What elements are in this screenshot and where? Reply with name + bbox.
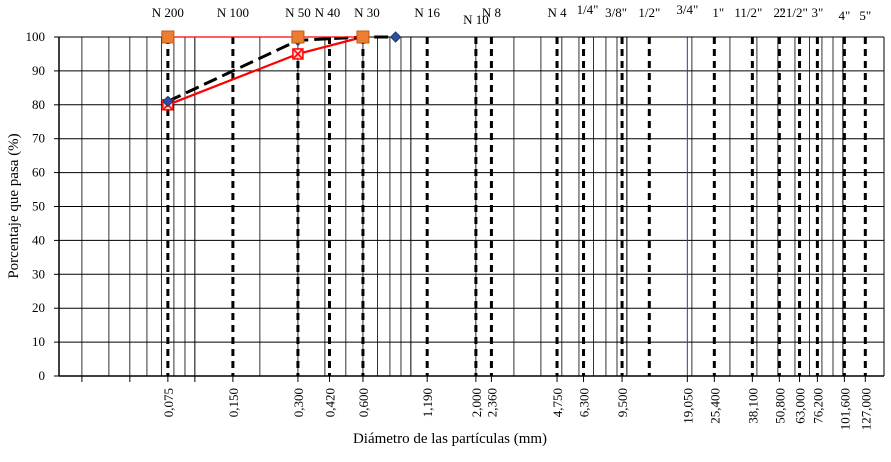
y-tick-label: 100 [26, 29, 46, 44]
sieve-label: N 200 [152, 5, 184, 20]
diamond-marker [389, 31, 402, 43]
x-tick-label: 101,600 [837, 388, 852, 430]
y-tick-label: 90 [32, 63, 45, 78]
y-tick-label: 0 [39, 368, 46, 383]
sieve-label: 1/4" [577, 2, 599, 17]
y-tick-label: 70 [32, 131, 45, 146]
x-tick-label: 0,420 [322, 388, 337, 417]
x-tick-label: 6,300 [577, 388, 592, 417]
sieve-lines-layer [166, 37, 867, 376]
series-layer [161, 30, 402, 111]
sieve-label: 2" [773, 5, 785, 20]
sieve-label: 21/2" [779, 5, 807, 20]
sieve-label: 1/2" [638, 5, 660, 20]
y-tick-label: 50 [32, 199, 45, 214]
y-tick-label: 10 [32, 334, 45, 349]
sieve-label: 3" [811, 5, 823, 20]
x-tick-label: 0,150 [226, 388, 241, 417]
sieve-label: N 4 [547, 5, 567, 20]
sieve-label: N 16 [414, 5, 440, 20]
square-x-marker [292, 48, 304, 60]
y-tick-label: 80 [32, 97, 45, 112]
sieve-label: 4" [838, 8, 850, 23]
x-tick-label: 9,500 [615, 388, 630, 417]
x-axis-title: Diámetro de las partículas (mm) [353, 431, 547, 447]
sieve-label: 11/2" [734, 5, 762, 20]
sieve-label: N 8 [482, 5, 501, 20]
y-tick-label: 30 [32, 266, 45, 281]
x-tick-label: 0,600 [356, 388, 371, 417]
x-tick-label: 25,400 [707, 388, 722, 424]
orange-square-marker [291, 30, 305, 44]
x-tick-label: 0,300 [291, 388, 306, 417]
x-tick-label: 63,000 [793, 388, 808, 424]
sieve-label: N 10 [463, 12, 489, 27]
sieve-label: N 50 [285, 5, 311, 20]
y-tick-label: 40 [32, 232, 45, 247]
sieve-label: N 40 [315, 5, 341, 20]
grid-layer [59, 36, 884, 377]
sieve-label: 5" [859, 8, 871, 23]
x-tick-label: 19,050 [680, 388, 695, 424]
x-tick-label: 2,000 [469, 388, 484, 417]
sieve-label: N 30 [354, 5, 380, 20]
sieve-label: 3/8" [605, 5, 627, 20]
marker-cross [293, 49, 303, 59]
x-tick-label: 127,000 [858, 388, 873, 430]
axes-layer [54, 36, 885, 382]
sieve-label: 3/4" [676, 2, 698, 17]
diamond-marker [162, 95, 174, 108]
x-tick-label: 50,800 [772, 388, 787, 424]
x-tick-label: 76,200 [810, 388, 825, 424]
x-tick-label: 1,190 [420, 388, 435, 417]
x-tick-label: 2,360 [484, 388, 499, 417]
sieve-label: 1" [712, 5, 724, 20]
y-axis-title: Porcentaje que pasa (%) [6, 133, 22, 278]
sieve-label: N 100 [217, 5, 249, 20]
x-tick-label: 4,750 [550, 388, 565, 417]
orange-square-marker [356, 30, 370, 44]
series-line-2 [167, 35, 396, 103]
x-tick-label: 0,075 [161, 388, 176, 417]
orange-square-marker [161, 30, 175, 44]
y-tick-label: 20 [32, 300, 45, 315]
y-tick-label: 60 [32, 165, 45, 180]
x-tick-label: 38,100 [745, 388, 760, 424]
